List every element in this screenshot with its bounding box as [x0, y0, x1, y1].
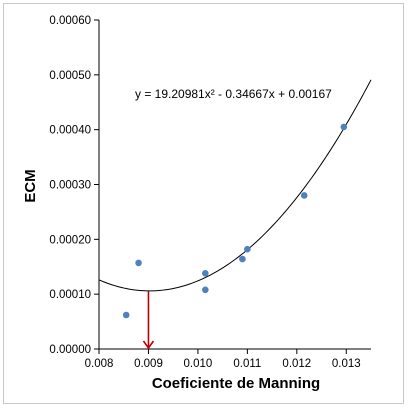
arrow-head — [142, 340, 155, 350]
x-tick-label: 0.009 — [134, 358, 163, 370]
data-point — [135, 259, 142, 267]
trendline-curve — [98, 79, 372, 292]
data-points — [122, 123, 348, 319]
y-tick-label: 0.00050 — [49, 70, 91, 82]
data-point — [244, 245, 251, 253]
y-tick-label: 0.00060 — [49, 15, 91, 27]
x-tick-label: 0.010 — [184, 358, 213, 370]
x-tick-label: 0.008 — [85, 358, 114, 370]
trendline-equation: y = 19.20981x² - 0.34667x + 0.00167 — [135, 87, 332, 101]
data-point — [122, 311, 130, 319]
x-tick-label: 0.012 — [282, 358, 311, 370]
y-tick-label: 0.00020 — [49, 234, 91, 246]
y-axis-ticks: 0.00000 0.00010 0.00020 0.00030 0.00040 0.000… — [49, 15, 99, 356]
axes — [98, 20, 371, 350]
y-tick-label: 0.00000 — [49, 344, 91, 356]
data-point — [239, 255, 246, 263]
data-point — [340, 123, 348, 131]
y-tick-label: 0.00040 — [49, 125, 91, 137]
data-point — [300, 192, 308, 199]
x-axis-title: Coeficiente de Manning — [152, 375, 320, 392]
x-axis-ticks: 0.008 0.009 0.010 0.011 0.012 0.013 — [85, 349, 361, 370]
data-point — [202, 270, 209, 277]
x-tick-label: 0.013 — [332, 358, 361, 370]
chart-frame — [3, 3, 404, 404]
minimum-arrow — [142, 291, 155, 350]
x-tick-label: 0.011 — [233, 358, 261, 370]
y-tick-label: 0.00030 — [49, 180, 91, 192]
y-tick-label: 0.00010 — [49, 289, 91, 301]
y-axis-title: ECM — [22, 169, 39, 202]
data-point — [202, 286, 209, 294]
